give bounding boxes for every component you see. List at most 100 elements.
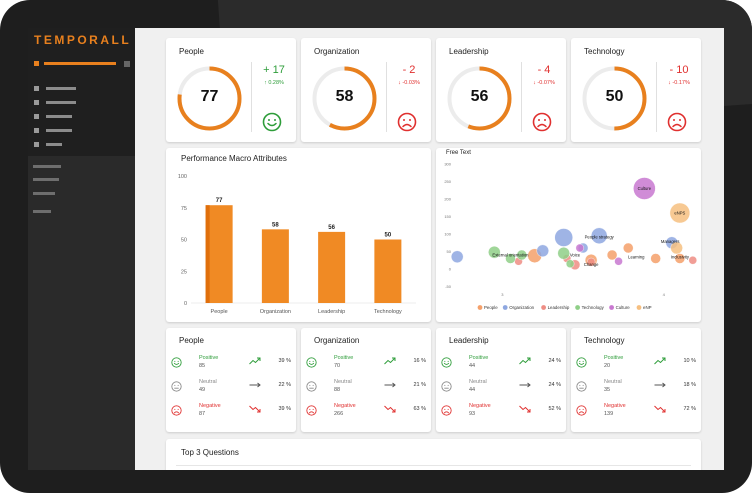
sidebar-subitem-3[interactable] — [33, 192, 55, 195]
sidebar-header: TEMPORALL — [28, 28, 135, 156]
bubble[interactable] — [633, 177, 656, 200]
sentiment-row-negative[interactable]: Negative 139 72 % — [576, 403, 701, 425]
sentiment-row-negative[interactable]: Negative 266 63 % — [306, 403, 431, 425]
bar[interactable] — [205, 205, 233, 303]
y-tick-label: 0 — [184, 301, 187, 307]
kpi-card-organization[interactable]: Organization 58 - 2 ↓ -0.03% — [301, 38, 431, 142]
sidebar-subitem-4[interactable] — [33, 210, 51, 213]
sentiment-card-organization[interactable]: Organization Positive 70 16 % Neutral 88 21 %… — [301, 328, 431, 432]
bubble[interactable] — [565, 259, 575, 268]
bubble[interactable] — [451, 250, 464, 263]
bubble-label: Managers — [661, 239, 680, 244]
kpi-delta: - 2 — [402, 64, 416, 76]
sentiment-row-negative[interactable]: Negative 93 52 % — [441, 403, 566, 425]
kpi-score: 77 — [200, 88, 219, 105]
sidebar-item-4[interactable] — [34, 127, 114, 135]
menu-item-placeholder — [46, 129, 72, 132]
gauge-fill — [312, 66, 377, 131]
sidebar-item-2[interactable] — [34, 99, 114, 107]
sad-face-icon — [576, 405, 587, 416]
sidebar-item-1[interactable] — [34, 85, 114, 93]
bubble[interactable] — [516, 249, 527, 261]
kpi-delta-percent: ↑ 0.28% — [264, 80, 284, 86]
legend-label[interactable]: Culture — [616, 305, 631, 310]
slider-fill — [44, 62, 116, 65]
trend-down-icon — [519, 405, 531, 413]
bubble[interactable] — [557, 247, 570, 260]
sentiment-label: Negative — [199, 403, 221, 409]
happy-face-icon — [441, 357, 452, 368]
y-tick-label: 25 — [181, 269, 187, 275]
bubble[interactable] — [554, 228, 573, 247]
sentiment-row-neutral[interactable]: Neutral 35 18 % — [576, 379, 701, 401]
sentiment-percent: 39 % — [278, 358, 291, 364]
bar[interactable] — [261, 229, 289, 303]
y-tick-label: 50 — [181, 238, 187, 244]
kpi-card-leadership[interactable]: Leadership 56 - 4 ↓ -0.07% — [436, 38, 566, 142]
bubble[interactable] — [688, 256, 697, 265]
bubble[interactable] — [606, 249, 618, 261]
trend-up-icon — [384, 357, 396, 365]
sentiment-percent: 24 % — [548, 382, 561, 388]
kpi-card-technology[interactable]: Technology 50 - 10 ↓ -0.17% — [571, 38, 701, 142]
panel-title: Top 3 Questions — [181, 448, 239, 457]
sidebar-slider[interactable] — [34, 61, 130, 69]
kpi-title: Organization — [314, 47, 360, 56]
bubble[interactable] — [669, 202, 691, 224]
neutral-face-icon — [576, 381, 587, 392]
legend-swatch — [541, 305, 546, 310]
y-tick-label: -50 — [445, 284, 452, 289]
sentiment-label: Positive — [334, 355, 354, 361]
sentiment-card-leadership[interactable]: Leadership Positive 44 24 % Neutral 44 24 % Ne… — [436, 328, 566, 432]
dashboard-main: People 77 + 17 ↑ 0.28% Organization 58 -… — [135, 28, 724, 470]
bubble[interactable] — [614, 257, 623, 266]
bubble[interactable] — [575, 243, 585, 253]
slider-handle[interactable] — [34, 61, 39, 66]
sentiment-count: 266 — [334, 411, 344, 417]
legend-label[interactable]: Leadership — [548, 305, 570, 310]
bar-value-label: 77 — [216, 198, 223, 204]
sentiment-row-neutral[interactable]: Neutral 49 22 % — [171, 379, 296, 401]
y-tick-label: 50 — [447, 249, 452, 254]
bar[interactable] — [374, 239, 402, 304]
y-tick-label: 300 — [444, 162, 451, 167]
kpi-gauge-ring — [447, 66, 512, 131]
bubble[interactable] — [670, 241, 683, 255]
sentiment-card-people[interactable]: People Positive 85 39 % Neutral 49 22 % Negati… — [166, 328, 296, 432]
sentiment-row-neutral[interactable]: Neutral 44 24 % — [441, 379, 566, 401]
panel-title: Free Text — [446, 150, 471, 156]
bubble[interactable] — [650, 253, 661, 264]
bar[interactable] — [318, 231, 346, 303]
sentiment-row-positive[interactable]: Positive 85 39 % — [171, 355, 296, 377]
sentiment-title: Technology — [584, 336, 625, 345]
bubble[interactable] — [590, 227, 608, 244]
sidebar-item-3[interactable] — [34, 113, 114, 121]
bubble[interactable] — [623, 242, 634, 254]
kpi-delta-percent: ↓ -0.03% — [398, 80, 420, 86]
sentiment-row-neutral[interactable]: Neutral 88 21 % — [306, 379, 431, 401]
bubble[interactable] — [674, 253, 686, 264]
sentiment-row-positive[interactable]: Positive 20 10 % — [576, 355, 701, 377]
app-logo[interactable]: TEMPORALL — [34, 33, 132, 47]
sidebar-subitem-1[interactable] — [33, 165, 61, 168]
slider-end-icon[interactable] — [124, 61, 130, 67]
sidebar-item-5[interactable] — [34, 141, 114, 149]
bubble[interactable] — [505, 253, 516, 264]
sentiment-row-positive[interactable]: Positive 44 24 % — [441, 355, 566, 377]
sentiment-row-positive[interactable]: Positive 70 16 % — [306, 355, 431, 377]
sentiment-card-technology[interactable]: Technology Positive 20 10 % Neutral 35 18 % Ne… — [571, 328, 701, 432]
bubble[interactable] — [536, 244, 549, 258]
bubble[interactable] — [488, 245, 501, 259]
bubble[interactable] — [586, 257, 596, 267]
legend-label[interactable]: Technology — [582, 305, 605, 310]
kpi-divider — [251, 62, 252, 132]
sentiment-row-negative[interactable]: Negative 87 39 % — [171, 403, 296, 425]
legend-swatch — [502, 305, 508, 310]
legend-label[interactable]: Organization — [509, 305, 534, 310]
legend-label[interactable]: eNP — [643, 305, 652, 310]
sidebar: TEMPORALL — [28, 28, 135, 470]
sidebar-subitem-2[interactable] — [33, 178, 59, 181]
kpi-card-people[interactable]: People 77 + 17 ↑ 0.28% — [166, 38, 296, 142]
bar-chart: 0 25 50 75 100 77 People 58 Organization 56 Leader… — [178, 174, 416, 315]
legend-label[interactable]: People — [484, 305, 498, 310]
